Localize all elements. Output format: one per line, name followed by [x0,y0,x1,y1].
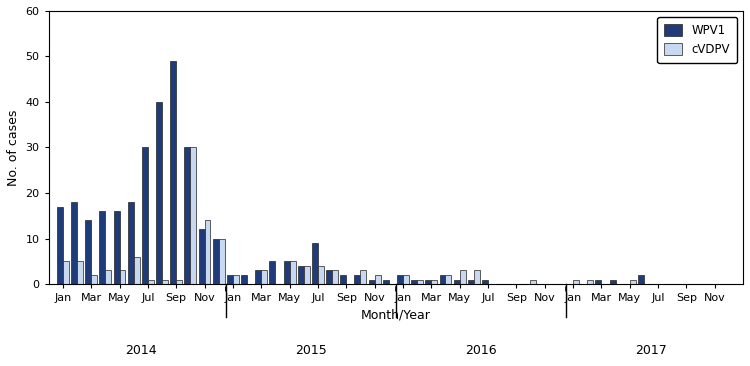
Bar [284,261,290,284]
Bar [369,280,374,284]
Text: 2017: 2017 [635,344,667,357]
Bar [318,266,324,284]
Bar [71,202,77,284]
Bar [105,270,111,284]
Bar [227,275,233,284]
Bar [219,239,225,284]
Bar [596,280,602,284]
Bar [332,270,338,284]
Text: 2016: 2016 [465,344,496,357]
Bar [142,147,148,284]
Bar [411,280,417,284]
Bar [134,257,140,284]
Bar [119,270,125,284]
Bar [474,270,480,284]
Bar [610,280,616,284]
Bar [128,202,134,284]
Bar [340,275,346,284]
Bar [86,220,92,284]
Bar [446,275,452,284]
Bar [269,261,275,284]
Bar [440,275,446,284]
Bar [460,270,466,284]
Bar [587,280,593,284]
Bar [382,280,388,284]
Bar [361,270,367,284]
Bar [403,275,409,284]
Bar [298,266,304,284]
Bar [397,275,403,284]
Bar [190,147,196,284]
Bar [431,280,437,284]
Bar [92,275,97,284]
Bar [100,211,105,284]
Bar [468,280,474,284]
Bar [233,275,238,284]
Bar [63,261,69,284]
Bar [77,261,83,284]
Bar [199,229,205,284]
Bar [241,275,247,284]
Bar [213,239,219,284]
Bar [454,280,460,284]
Bar [255,270,261,284]
Bar [312,243,318,284]
Bar [170,61,176,284]
Bar [205,220,211,284]
Bar [326,270,332,284]
Bar [425,280,431,284]
Bar [113,211,119,284]
Bar [57,207,63,284]
Bar [148,280,154,284]
Legend: WPV1, cVDPV: WPV1, cVDPV [657,17,737,63]
Bar [530,280,536,284]
Text: 2015: 2015 [295,344,327,357]
Bar [630,280,636,284]
Bar [290,261,296,284]
Bar [184,147,190,284]
Bar [374,275,380,284]
Bar [573,280,579,284]
Bar [162,280,168,284]
Bar [355,275,361,284]
Text: 2014: 2014 [125,344,157,357]
Bar [638,275,644,284]
Y-axis label: No. of cases: No. of cases [7,109,20,186]
Bar [482,280,488,284]
Bar [176,280,182,284]
X-axis label: Month/Year: Month/Year [361,309,430,322]
Bar [304,266,310,284]
Bar [261,270,267,284]
Bar [417,280,423,284]
Bar [156,102,162,284]
